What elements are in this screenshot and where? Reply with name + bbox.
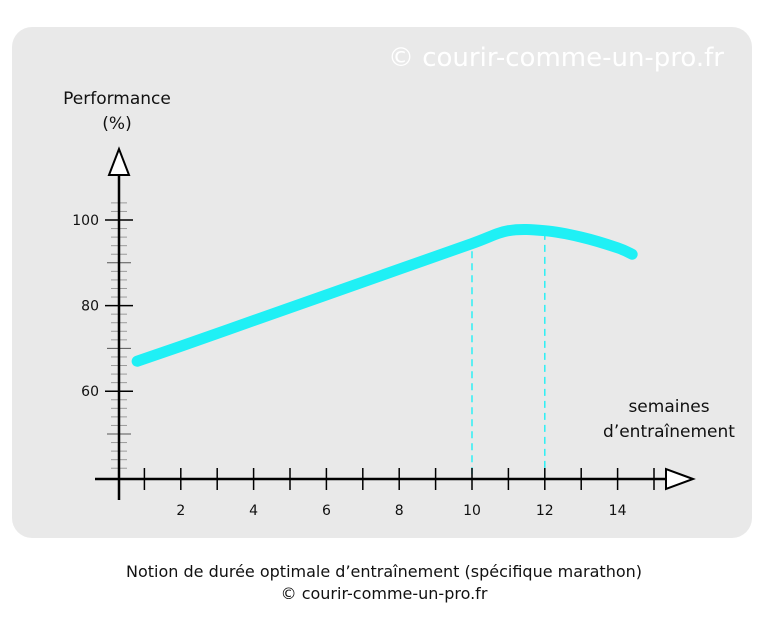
y-ticks: 60 80 100 [72, 213, 133, 400]
y-axis-arrow [107, 146, 131, 176]
x-tick-label: 14 [609, 503, 627, 519]
x-axis-label-line2: d’entraînement [603, 422, 735, 442]
x-tick-label: 12 [536, 503, 554, 519]
figure-caption: Notion de durée optimale d’entraînement … [0, 561, 768, 605]
caption-line1: Notion de durée optimale d’entraînement … [125, 562, 643, 581]
y-tick-label: 100 [72, 213, 99, 229]
y-axis-label-line2: (%) [102, 114, 131, 134]
x-axis-label-line1: semaines [628, 397, 709, 417]
x-axis-arrow [665, 467, 696, 491]
x-tick-label: 6 [322, 503, 331, 519]
chart-panel [12, 27, 752, 538]
caption-line2: © courir-comme-un-pro.fr [280, 584, 488, 603]
x-tick-label: 10 [463, 503, 481, 519]
marker-lines [471, 232, 546, 479]
x-ticks: 2 4 6 8 10 12 14 [143, 468, 655, 519]
x-tick-label: 8 [395, 503, 404, 519]
y-tick-label: 60 [81, 384, 99, 400]
x-tick-label: 4 [249, 503, 258, 519]
chart-watermark: © courir-comme-un-pro.fr [388, 43, 724, 73]
y-tick-label: 80 [81, 299, 99, 315]
x-tick-label: 2 [176, 503, 185, 519]
y-axis-label-line1: Performance [63, 89, 171, 109]
performance-chart: © courir-comme-un-pro.fr Performance (%)… [63, 43, 735, 519]
performance-curve [131, 223, 638, 367]
